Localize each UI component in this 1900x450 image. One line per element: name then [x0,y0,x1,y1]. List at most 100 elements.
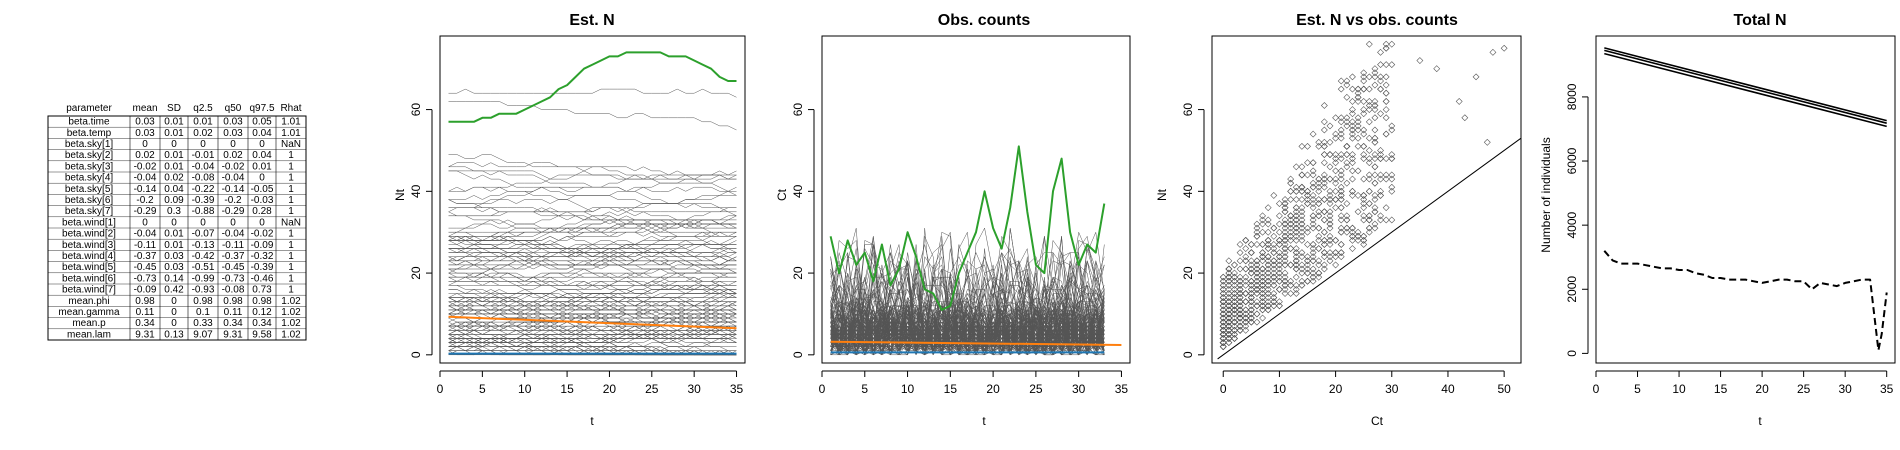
scatter-point [1371,69,1379,77]
scatter-point [1298,220,1306,228]
scatter-point [1365,216,1373,224]
scatter-point [1377,85,1384,93]
scatter-point [1264,277,1272,285]
scatter-point [1236,314,1244,322]
scatter-point [1236,302,1244,310]
scatter-point [1337,130,1345,138]
scatter-point [1315,224,1323,232]
scatter-point [1337,216,1345,224]
table-cell: 0 [259,173,265,184]
scatter-point [1377,151,1384,158]
scatter-point [1309,130,1317,138]
scatter-point [1225,310,1233,318]
scatter-point [1247,294,1255,302]
scatter-point [1270,273,1278,281]
scatter-point [1326,220,1334,228]
table-cell: -0.42 [192,251,215,262]
scatter-point [1281,236,1289,244]
scatter-point [1349,155,1356,163]
scatter-point [1292,187,1300,195]
scatter-point [1231,306,1238,314]
table-cell: 0.03 [164,262,184,273]
table-cell: 0.13 [164,329,184,340]
scatter-point [1219,310,1227,318]
scatter-point [1219,339,1227,346]
table-cell: 0.01 [252,161,272,172]
scatter-point [1337,228,1345,236]
est-vs-obs-xlabel: Ct [1371,414,1384,428]
scatter-point [1349,232,1356,240]
scatter-point [1219,339,1227,346]
table-cell: 0 [171,139,177,150]
scatter-point [1247,277,1255,285]
est-n-site-line [448,240,737,270]
scatter-point [1219,335,1227,342]
est-n-site-line [448,321,737,335]
obs-counts-ylabel: Ct [775,188,789,201]
scatter-point [1275,253,1283,261]
scatter-point [1270,232,1278,240]
scatter-point [1349,134,1356,142]
scatter-point [1231,286,1238,293]
scatter-point [1264,261,1272,269]
scatter-point [1377,77,1384,85]
scatter-point [1225,322,1233,330]
scatter-point [1242,318,1250,326]
table-cell: -0.11 [222,240,244,251]
scatter-point [1304,224,1311,232]
table-cell: 0 [142,139,148,150]
x-tick-label: 30 [687,382,701,396]
x-tick-label: 0 [1220,382,1227,396]
scatter-point [1337,249,1345,257]
scatter-point [1219,326,1227,334]
scatter-point [1309,249,1317,257]
scatter-point [1236,294,1244,302]
scatter-point [1275,236,1283,244]
total-n-observed-line [1603,250,1888,352]
scatter-point [1231,306,1238,314]
scatter-point [1225,298,1233,306]
scatter-point [1225,269,1233,277]
scatter-point [1270,290,1278,297]
scatter-point [1242,318,1250,326]
scatter-point [1281,204,1289,212]
scatter-point [1343,142,1351,150]
table-cell: -0.73 [222,273,245,284]
scatter-point [1309,196,1317,203]
scatter-point [1354,134,1362,142]
scatter-point [1219,281,1227,289]
scatter-point [1298,187,1306,195]
scatter-point [1264,302,1272,310]
scatter-point [1231,302,1238,310]
table-cell: -0.29 [134,206,157,217]
scatter-point [1236,294,1244,302]
scatter-point [1225,273,1233,281]
scatter-point [1326,151,1334,158]
est-n-ylabel: Nt [393,188,407,201]
scatter-point [1225,314,1233,322]
scatter-point [1259,281,1266,289]
scatter-point [1287,261,1295,269]
scatter-point [1371,102,1379,109]
scatter-point [1242,290,1250,297]
scatter-point [1231,261,1238,269]
scatter-point [1377,110,1384,118]
scatter-point [1264,204,1272,212]
scatter-point [1360,236,1368,244]
est-n-site-line [448,195,737,213]
table-cell: -0.09 [134,285,157,296]
scatter-point [1219,335,1227,342]
scatter-point [1242,314,1250,322]
scatter-point [1377,155,1384,163]
scatter-point [1298,249,1306,257]
table-cell: 0.98 [193,296,213,307]
scatter-point [1247,249,1255,257]
x-tick-label: 0 [1593,382,1600,396]
scatter-point [1242,306,1250,314]
table-cell: 0.02 [223,150,243,161]
scatter-point [1304,277,1311,285]
scatter-point [1259,302,1266,310]
scatter-point [1360,212,1368,220]
scatter-point [1292,249,1300,257]
scatter-point [1287,281,1295,289]
